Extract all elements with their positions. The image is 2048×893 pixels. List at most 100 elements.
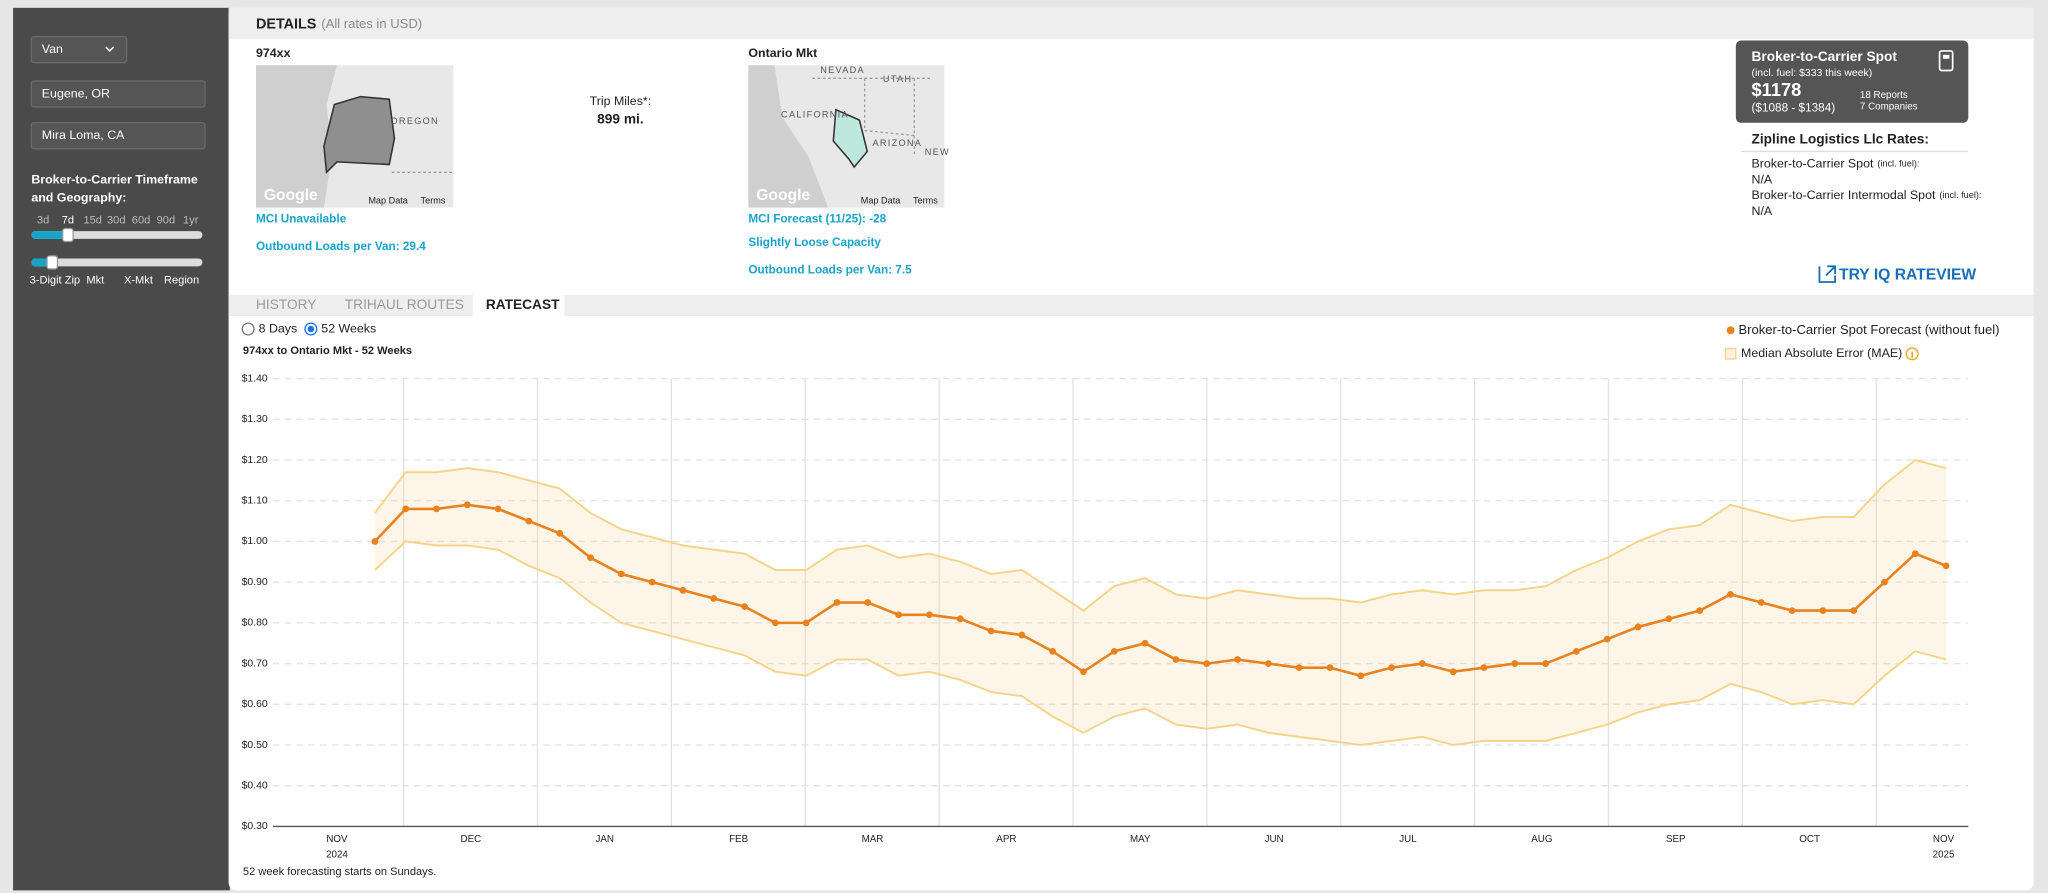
timeframe-option: 1yr: [183, 215, 199, 227]
label: Broker-to-Carrier Spot: [1752, 157, 1874, 171]
rate-card-fuel: (incl. fuel: $333 this week): [1752, 68, 1873, 79]
forecast-point: [1326, 664, 1334, 672]
forecast-point: [617, 570, 625, 578]
forecast-point: [1110, 647, 1118, 655]
timeframe-option: 30d: [107, 215, 125, 227]
y-tick-label: $0.80: [242, 618, 268, 629]
calculator-icon-part: [1942, 54, 1950, 59]
y-tick-label: $0.60: [242, 699, 268, 710]
origin: Eugene, OR: [42, 86, 110, 100]
rate-card: [1735, 40, 1969, 123]
company-rate-value: N/A: [1752, 204, 1773, 218]
destination-input[interactable]: [30, 122, 206, 150]
forecast-point: [1418, 660, 1426, 667]
sidebar: [13, 7, 230, 891]
forecast-point: [371, 538, 379, 545]
radio-dot: [307, 325, 315, 333]
company-rates-title: Zipline Logistics Llc Rates:: [1752, 131, 1929, 146]
timeframe-slider[interactable]: [31, 231, 203, 239]
slider-handle[interactable]: [46, 255, 59, 270]
x-tick-label: MAY: [1130, 834, 1151, 845]
forecast-point: [1788, 607, 1796, 615]
tab-bar: [228, 295, 2034, 316]
forecast-point: [956, 615, 964, 623]
map-data: Map Data: [368, 195, 408, 205]
forecast-line: [373, 503, 1947, 678]
y-tick-label: $1.20: [242, 455, 268, 466]
map-label: NEW: [925, 147, 950, 157]
error-band-upper: [374, 459, 1947, 612]
timeframe-option: 15d: [83, 215, 101, 227]
note: (incl. fuel):: [1939, 190, 1981, 200]
destination-name: Ontario Mkt: [748, 46, 817, 60]
tab[interactable]: RATECAST: [486, 297, 560, 312]
forecast-point: [1819, 607, 1827, 615]
legend-label: Median Absolute Error (MAE): [1741, 346, 1902, 360]
details-subtitle: (All rates in USD): [321, 16, 422, 31]
map-logo: Google: [756, 187, 810, 204]
forecast-point: [1172, 656, 1180, 663]
error-band: [374, 460, 1947, 745]
tab[interactable]: TRIHAUL ROUTES: [345, 297, 464, 312]
geography-option: 3-Digit Zip: [30, 275, 80, 287]
details-header: [228, 7, 2034, 40]
slider-fill: [31, 231, 68, 239]
x-tick-label: MAR: [862, 834, 884, 845]
timeframe-label: and Geography:: [31, 191, 126, 205]
forecast-point: [1049, 647, 1057, 655]
chart-note: 52 week forecasting starts on Sundays.: [243, 866, 436, 878]
trip-miles: 899 mi.: [597, 112, 643, 127]
map-logo: Google: [264, 187, 318, 204]
map-terms: Terms: [421, 195, 446, 205]
calculator-icon[interactable]: [1938, 50, 1954, 72]
geography-slider[interactable]: [31, 258, 203, 267]
forecast-point: [679, 586, 687, 594]
label: Broker-to-Carrier Intermodal Spot: [1752, 188, 1936, 202]
map-data: Map Data: [861, 195, 901, 205]
tab[interactable]: HISTORY: [256, 297, 316, 312]
forecast-point: [710, 595, 718, 602]
forecast-point: [433, 505, 440, 513]
forecast-point: [1603, 635, 1611, 643]
chart-title: 974xx to Ontario Mkt - 52 Weeks: [243, 345, 412, 357]
timeframe-option: 60d: [132, 215, 150, 227]
rateview-link[interactable]: TRY IQ RATEVIEW: [1839, 267, 1976, 284]
destination-mci: MCI Forecast (11/25): -28: [748, 212, 886, 225]
forecast-point: [1850, 607, 1858, 615]
y-tick-label: $1.30: [242, 414, 268, 425]
forecast-point: [1264, 660, 1272, 667]
timeframe-option: 3d: [37, 215, 49, 227]
forecast-point: [741, 603, 748, 610]
forecast-point: [1449, 668, 1457, 676]
x-tick-label: JAN: [595, 834, 613, 845]
x-tick-label: OCT: [1799, 834, 1820, 845]
map-terms: Terms: [913, 195, 938, 205]
details-title: DETAILS: [256, 17, 317, 33]
timeframe-option: 7d: [62, 215, 74, 227]
company-rate-label: Broker-to-Carrier Spot (incl. fuel):: [1752, 157, 1920, 171]
radio-label: 52 Weeks: [321, 321, 376, 335]
y-tick-label: $0.50: [242, 740, 268, 751]
forecast-point: [1295, 664, 1303, 672]
rate-card-companies: 7 Companies: [1860, 102, 1918, 113]
x-tick-label: JUN: [1265, 834, 1284, 845]
trip-miles-label: Trip Miles*:: [590, 94, 652, 108]
company-rate-label: Broker-to-Carrier Intermodal Spot (incl. …: [1752, 188, 1982, 202]
x-tick-label: APR: [996, 834, 1016, 845]
forecast-point: [1018, 631, 1026, 639]
slider-handle[interactable]: [62, 227, 74, 243]
main-panel: [228, 7, 2034, 891]
map-label: NEVADA: [820, 65, 865, 75]
map-region: [832, 108, 869, 169]
forecast-point: [1203, 660, 1211, 667]
forecast-point: [926, 611, 933, 619]
forecast-point: [1480, 664, 1488, 672]
radio[interactable]: [241, 322, 255, 336]
equipment-select[interactable]: [30, 35, 128, 64]
origin-input[interactable]: [30, 80, 206, 108]
forecast-point: [1911, 550, 1919, 558]
forecast-point: [1757, 599, 1765, 606]
x-tick-label: SEP: [1666, 834, 1686, 845]
